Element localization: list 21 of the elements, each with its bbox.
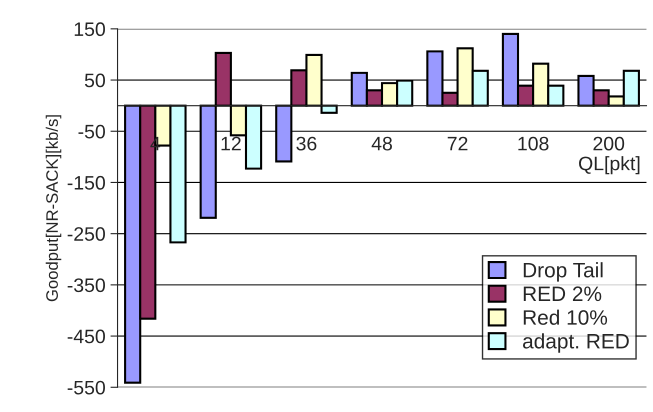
- y-tick-label: 50: [84, 74, 105, 88]
- y-tick-label: 150: [74, 22, 105, 36]
- y-tick-label: -550: [68, 380, 105, 395]
- x-tick-label: 48: [372, 136, 392, 150]
- legend-label: RED 2%: [524, 286, 602, 302]
- y-axis-title: Goodput[NR-SACK][kb/s]: [46, 115, 62, 302]
- legend-label: adapt. RED: [522, 333, 629, 353]
- x-tick-label: 4: [150, 136, 160, 150]
- y-tick-label: -250: [68, 227, 105, 241]
- x-axis-title: QL[pkt]: [579, 156, 640, 174]
- x-tick-label: 12: [222, 136, 241, 150]
- x-tick-label: 72: [448, 136, 468, 150]
- x-tick-label: 36: [296, 136, 316, 150]
- x-tick-label: 108: [518, 136, 549, 150]
- legend-label: Red 10%: [524, 310, 608, 325]
- y-tick-label: -150: [68, 176, 105, 190]
- legend-label: Drop Tail: [524, 262, 603, 282]
- y-tick-label: -50: [78, 124, 105, 138]
- y-tick-label: -450: [68, 330, 105, 344]
- y-tick-label: -350: [68, 278, 105, 292]
- x-tick-label: 200: [593, 136, 624, 150]
